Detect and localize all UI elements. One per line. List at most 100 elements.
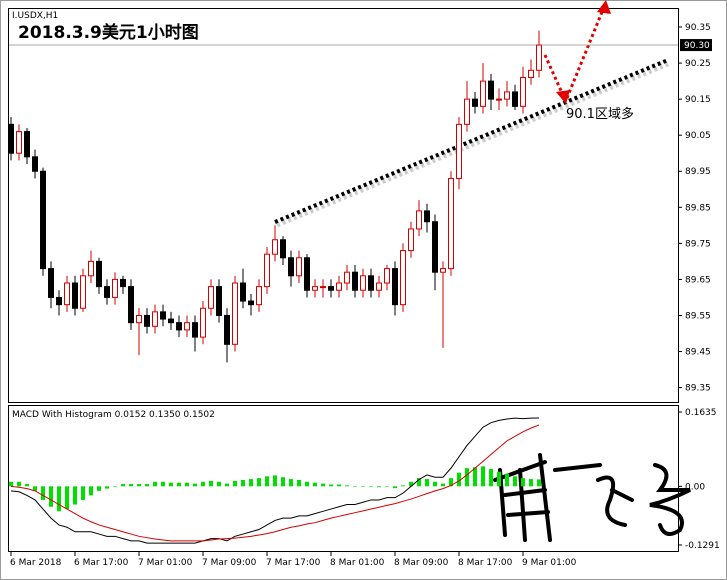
candle-body [400, 250, 406, 306]
candle-body [424, 210, 430, 223]
candle-body [464, 98, 470, 125]
histogram-bar [457, 472, 461, 487]
candle-body [432, 221, 438, 273]
candle-body [504, 91, 510, 100]
annotation: 90.1区域多 [566, 106, 634, 122]
x-tick-label: 7 Mar 09:00 [202, 558, 257, 568]
candle-body [360, 275, 366, 291]
histogram-bar [137, 484, 141, 487]
candle-body [512, 91, 518, 107]
x-tick-label: 7 Mar 01:00 [138, 558, 193, 568]
candle-body [288, 257, 294, 277]
candle-body [240, 282, 246, 302]
candle-body [24, 131, 30, 158]
y-tick-label: 89.45 [685, 348, 711, 358]
histogram-bar [73, 486, 77, 505]
candle-body [16, 131, 22, 154]
y-tick-label: 90.05 [685, 131, 711, 141]
sig-stroke [649, 463, 691, 536]
macd-label: MACD With Histogram 0.0152 0.1350 0.1502 [12, 410, 215, 420]
histogram-bar [385, 486, 389, 487]
candle-body [280, 239, 286, 259]
histogram-bar [9, 481, 13, 487]
histogram-bar [193, 483, 197, 487]
candle-body [368, 275, 374, 291]
arrow-head [556, 90, 570, 104]
candle-body [200, 307, 206, 338]
histogram-bar [97, 486, 101, 491]
histogram-bar [89, 486, 93, 496]
histogram-bar [409, 481, 413, 487]
candle-body [104, 286, 110, 298]
candle-body [208, 286, 214, 309]
histogram-bar [529, 479, 533, 487]
histogram-bar [153, 481, 157, 487]
trend-shadow [276, 60, 671, 228]
y-tick-label: 89.65 [685, 275, 711, 285]
histogram-bar [233, 480, 237, 487]
sig-stroke [596, 475, 634, 527]
candle-body [168, 318, 174, 324]
candle-body [296, 257, 302, 277]
candle-body [112, 278, 118, 298]
histogram-bar [449, 478, 453, 487]
candle-body [96, 260, 102, 288]
candle-body [248, 300, 254, 306]
histogram-bar [25, 484, 29, 487]
candle-body [48, 268, 54, 298]
histogram-bar [401, 485, 405, 487]
x-tick-label: 8 Mar 09:00 [394, 558, 449, 568]
histogram-bar [145, 484, 149, 487]
histogram-bar [329, 484, 333, 487]
macd-line [10, 417, 540, 544]
candle-body [440, 268, 446, 273]
candle-body [192, 322, 198, 338]
x-tick-label: 6 Mar 17:00 [74, 558, 129, 568]
y-tick-label: 89.85 [685, 203, 711, 213]
histogram-bar [489, 469, 493, 487]
histogram-bar [505, 473, 509, 487]
candle-body [272, 239, 278, 255]
last-price-box [680, 39, 712, 52]
candle-body [176, 322, 182, 331]
candle-body [160, 311, 166, 320]
histogram-bar [49, 486, 53, 507]
candle-body [232, 282, 238, 345]
histogram-bar [217, 481, 221, 487]
candle-body [40, 170, 46, 270]
histogram-bar [361, 486, 365, 487]
y-tick-label: 90.25 [685, 59, 711, 69]
x-tick-label: 8 Mar 17:00 [458, 558, 513, 568]
sig-stroke [493, 453, 602, 542]
chart-title: 2018.3.9美元1小时图 [18, 22, 199, 43]
histogram-bar [41, 486, 45, 500]
candle-body [184, 322, 190, 331]
candle-body [376, 282, 382, 291]
y-tick-label: 89.75 [685, 239, 711, 249]
candle-body [344, 271, 350, 284]
arrow-head [597, 0, 611, 14]
candle-body [488, 80, 494, 100]
candle-body [392, 268, 398, 306]
histogram-bar [209, 480, 213, 487]
candle-body [304, 257, 310, 291]
candle-body [416, 210, 422, 230]
histogram-bar [241, 479, 245, 487]
histogram-bar [81, 486, 85, 500]
candle-body [224, 314, 230, 345]
histogram-bar [497, 471, 501, 487]
y-tick-label: -0.1291 [685, 541, 720, 551]
y-tick-label: 89.95 [685, 167, 711, 177]
candle-body [536, 44, 542, 71]
histogram-bar [521, 478, 525, 487]
candle-body [384, 268, 390, 284]
histogram-bar [265, 476, 269, 487]
y-tick-label: 90.35 [685, 23, 711, 33]
price-pane [8, 8, 679, 403]
candle-body [144, 314, 150, 327]
histogram-bar [313, 482, 317, 487]
histogram-bar [33, 486, 37, 491]
histogram-bar [417, 478, 421, 487]
histogram-bar [185, 482, 189, 487]
